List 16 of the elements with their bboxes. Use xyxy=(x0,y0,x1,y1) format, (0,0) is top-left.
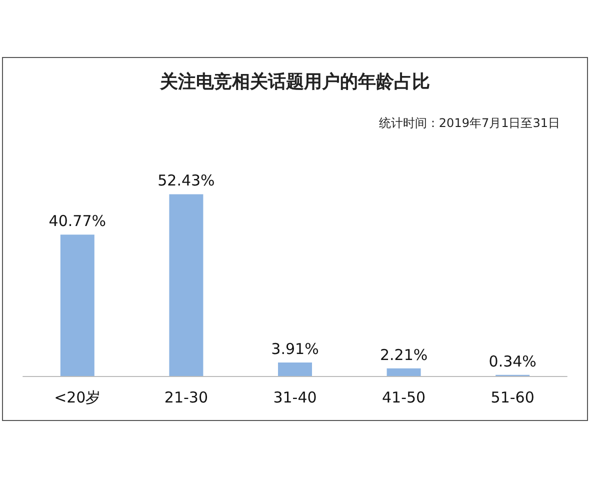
chart-subtitle: 统计时间：2019年7月1日至31日 xyxy=(378,116,560,130)
x-tick-label: 21-30 xyxy=(164,388,208,406)
bar xyxy=(386,368,421,376)
x-tick-label: <20岁 xyxy=(54,388,101,406)
data-label: 52.43% xyxy=(158,172,215,190)
bar xyxy=(278,362,312,376)
bar xyxy=(169,194,204,376)
data-label: 40.77% xyxy=(48,212,106,230)
bar xyxy=(60,234,94,376)
chart-title: 关注电竞相关话题用户的年龄占比 xyxy=(159,72,430,92)
x-tick-label: 51-60 xyxy=(490,388,534,406)
data-label: 3.91% xyxy=(271,340,319,358)
x-tick-label: 31-40 xyxy=(273,388,317,406)
data-label: 2.21% xyxy=(380,346,428,364)
x-tick-label: 41-50 xyxy=(382,388,426,406)
data-label: 0.34% xyxy=(488,352,536,370)
